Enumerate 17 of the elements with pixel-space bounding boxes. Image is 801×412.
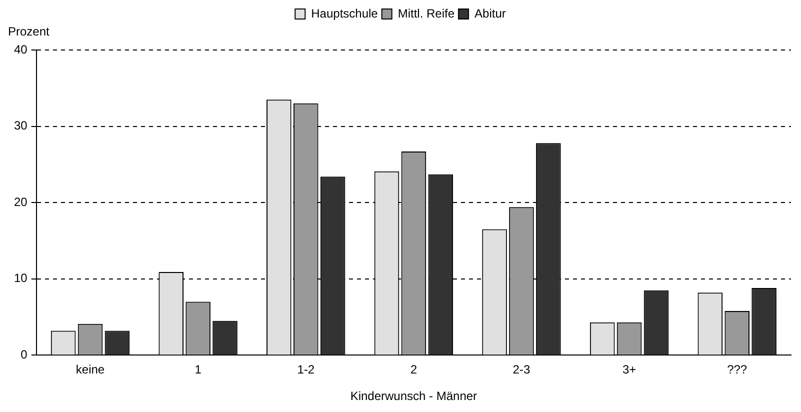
legend-label: Abitur [474,6,506,20]
x-tick-label: 1 [194,362,202,377]
y-tick-label: 30 [14,118,28,133]
legend-label: Hauptschule [311,6,378,20]
y-tick-label: 20 [14,194,28,209]
y-tick-label: 0 [20,348,28,362]
x-tick-label: 2-3 [512,362,530,377]
x-axis-title: Kinderwunsch - Männer [350,389,478,404]
y-tick-label: 10 [14,271,28,286]
x-tick-label: keine [76,362,105,377]
y-tick-label: 40 [14,42,28,56]
x-tick-label: 1-2 [297,362,315,377]
legend-label: Mittl. Reife [398,6,455,20]
x-tick-label: 2 [410,362,418,377]
x-tick-label: ??? [727,362,748,377]
x-tick-label: 3+ [622,362,636,377]
y-axis-title: Prozent [8,24,50,38]
